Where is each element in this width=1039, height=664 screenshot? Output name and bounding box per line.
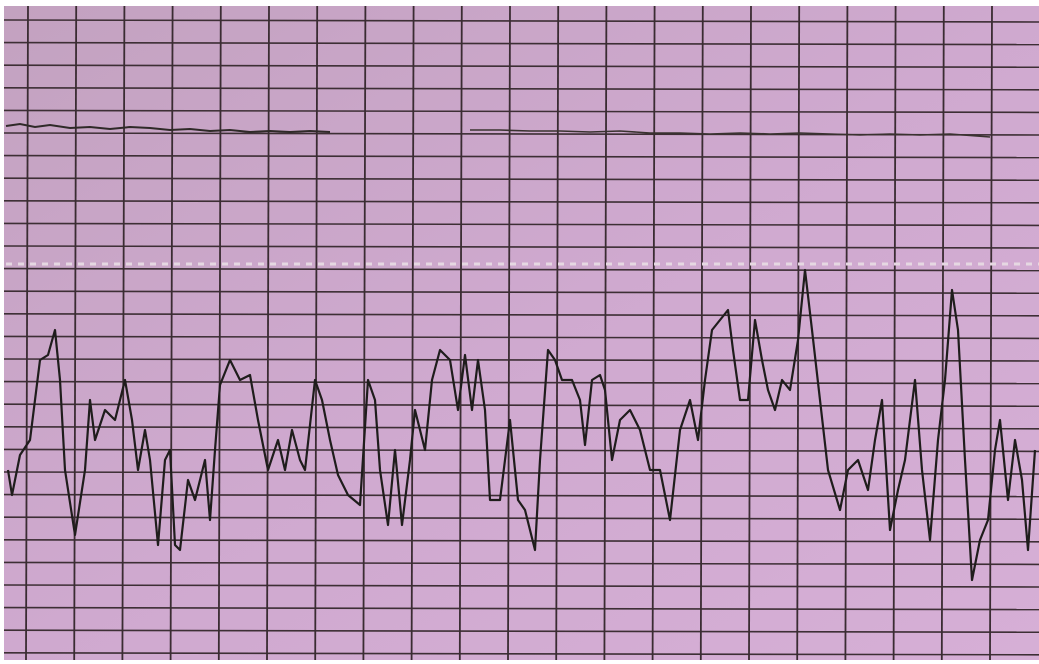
chart-paper: [4, 6, 1039, 660]
grid-line: [748, 5, 752, 661]
grid-line: [266, 5, 270, 661]
grid-line: [3, 561, 1039, 566]
grid-line: [362, 5, 367, 661]
grid-line: [3, 222, 1039, 227]
grid-line: [3, 267, 1039, 272]
grid-line: [3, 425, 1039, 430]
grid-line: [217, 5, 222, 661]
grid-line: [940, 5, 945, 661]
grid-line: [3, 177, 1039, 181]
grid-line: [73, 5, 78, 661]
lower-trace: [6, 268, 1037, 582]
grid-line: [603, 5, 608, 661]
grid-line: [3, 516, 1039, 521]
grid-line: [844, 5, 849, 661]
grid-line: [3, 651, 1039, 656]
grid-line: [3, 584, 1039, 588]
grid-line: [3, 335, 1039, 340]
grid-line: [3, 403, 1039, 408]
grid-line: [989, 5, 993, 661]
grid-line: [3, 41, 1039, 46]
grid-line: [121, 5, 126, 661]
grid-line: [555, 5, 560, 661]
grid-line: [699, 5, 704, 661]
grid-line: [169, 5, 174, 661]
grid-line: [3, 312, 1039, 317]
grid-line: [3, 629, 1039, 634]
grid-line: [3, 64, 1039, 68]
grid-line: [3, 200, 1039, 204]
grid-line: [892, 5, 897, 661]
grid-line: [410, 5, 415, 661]
grid-line: [3, 109, 1039, 114]
paper-grid: [3, 5, 1039, 661]
grid-line: [3, 290, 1039, 295]
grid-line: [3, 448, 1039, 453]
grid-line: [458, 5, 463, 661]
grid-line: [3, 87, 1039, 91]
upper-trace: [5, 122, 331, 134]
grid-line: [314, 5, 319, 661]
grid-line: [3, 358, 1039, 362]
grid-line: [507, 5, 511, 661]
grid-line: [25, 5, 29, 661]
grid-line: [3, 380, 1039, 385]
grid-line: [3, 154, 1039, 159]
grid-line: [3, 493, 1039, 498]
grid-line: [3, 606, 1039, 611]
upper-trace: [470, 129, 991, 138]
grid-line: [651, 5, 656, 661]
grid-line: [3, 538, 1039, 543]
grid-line: [3, 19, 1039, 23]
grid-line: [3, 471, 1039, 475]
grid-line: [3, 245, 1039, 249]
